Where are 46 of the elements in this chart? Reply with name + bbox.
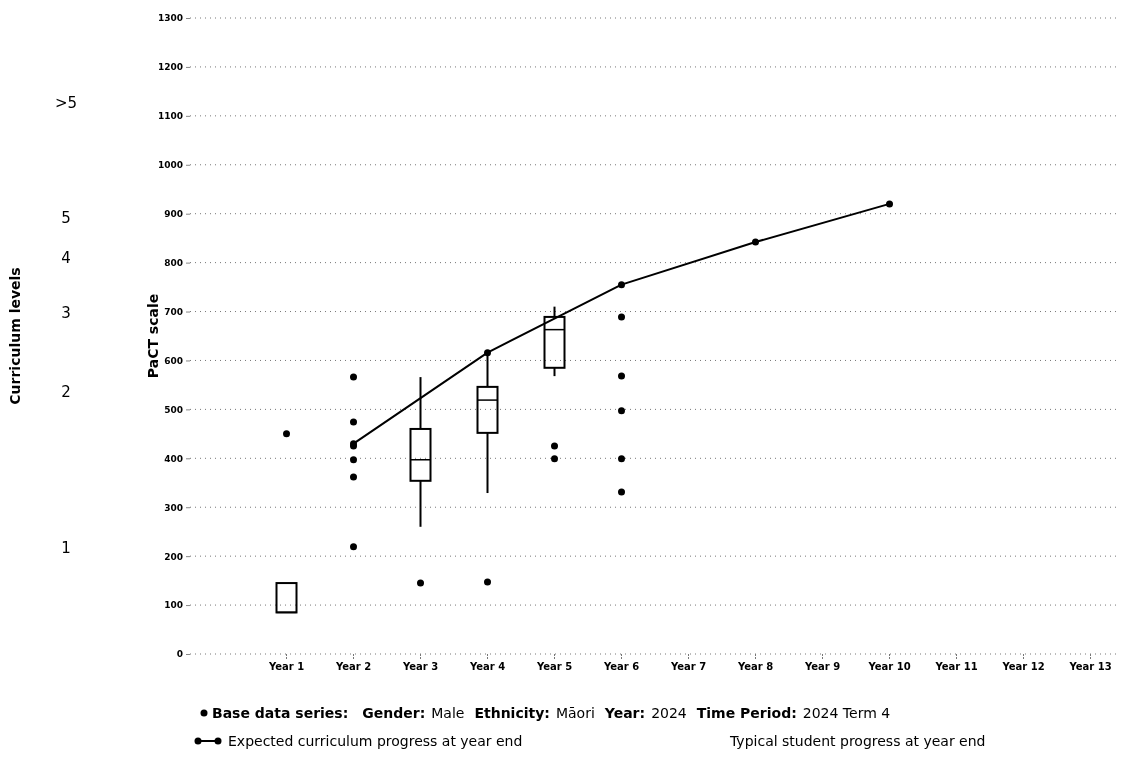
y-tick-label: 1100 (157, 111, 183, 122)
y-tick-label: 1300 (157, 13, 183, 24)
x-tick-label: Year 5 (535, 661, 573, 673)
x-tick-label: Year 6 (602, 661, 640, 673)
y-tick-label: 900 (164, 209, 183, 220)
y-tick-label: 400 (164, 453, 183, 464)
y-tick-label: 800 (164, 258, 183, 268)
text: Māori (555, 705, 595, 721)
legend-label: Expected curriculum progress at year end (228, 733, 523, 749)
x-tick-label: Year 1 (267, 661, 305, 673)
legend-label: Base data series: (212, 705, 349, 721)
text: 5 (61, 208, 71, 227)
text: Gender: (362, 705, 426, 721)
text: 2 (61, 382, 71, 401)
text: Curriculum levels (7, 267, 23, 405)
text: 2024 Term 4 (802, 705, 891, 721)
text: 1 (61, 538, 71, 557)
text: Male (431, 705, 465, 721)
y-tick-label: 1000 (157, 160, 183, 171)
x-tick-label: Year 12 (1001, 661, 1045, 673)
text: 3 (61, 303, 71, 322)
x-tick-label: Year 8 (736, 661, 774, 673)
y-tick-label: 300 (164, 502, 183, 513)
text: Year: (603, 705, 646, 721)
y-tick-label: 1200 (157, 62, 183, 73)
x-tick-label: Year 10 (867, 661, 911, 673)
x-tick-label: Year 9 (803, 661, 841, 673)
x-tick-label: Year 4 (468, 661, 506, 673)
text: >5 (54, 93, 78, 112)
y-tick-label: 0 (176, 649, 183, 660)
text: Ethnicity: (474, 705, 550, 721)
text: Typical student progress at year end (729, 733, 986, 749)
x-tick-label: Year 11 (934, 661, 978, 673)
x-tick-label: Year 2 (334, 661, 372, 673)
y-axis-title: PaCT scale (145, 293, 161, 379)
y-tick-label: 200 (164, 551, 183, 562)
y-tick-label: 100 (164, 600, 183, 611)
text: 4 (61, 248, 71, 267)
y-tick-label: 600 (164, 355, 183, 366)
x-tick-label: Year 13 (1068, 661, 1112, 673)
text: 2024 (651, 705, 687, 721)
y-tick-label: 700 (164, 306, 183, 317)
x-tick-label: Year 7 (669, 661, 707, 673)
x-tick-label: Year 3 (401, 661, 439, 673)
y-tick-label: 500 (164, 404, 183, 415)
text: Time Period: (696, 705, 797, 721)
